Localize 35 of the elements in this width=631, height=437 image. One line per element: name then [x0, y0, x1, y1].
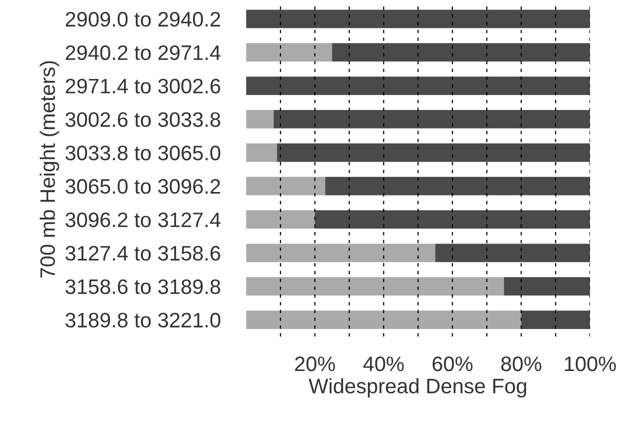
bar — [246, 143, 278, 162]
y-tick-label: 2909.0 to 2940.2 — [66, 12, 220, 27]
y-tick-label: 3127.4 to 3158.6 — [66, 246, 220, 261]
y-tick-label: 3033.8 to 3065.0 — [66, 146, 220, 160]
bar — [246, 244, 436, 262]
y-axis-title: 700 mb Height (meters) — [40, 61, 60, 278]
bar — [246, 176, 326, 196]
bar — [246, 210, 315, 229]
bar — [332, 43, 590, 62]
bar — [246, 110, 274, 128]
bar — [246, 10, 590, 28]
bar — [277, 143, 590, 162]
x-tick-label: 40% — [363, 356, 404, 372]
y-tick-label: 3158.6 to 3189.8 — [66, 279, 220, 294]
bar — [246, 76, 590, 95]
x-tick-label: 100% — [564, 356, 616, 372]
bar — [435, 244, 590, 262]
y-tick-label: 3002.6 to 3033.8 — [66, 112, 220, 127]
x-tick-label: 20% — [295, 356, 335, 372]
x-axis-title: Widespread Dense Fog — [308, 378, 526, 398]
y-tick-label: 3096.2 to 3127.4 — [66, 212, 220, 228]
bar — [325, 176, 590, 196]
bar — [274, 110, 590, 128]
x-tick-label: 60% — [432, 356, 473, 372]
bar — [246, 310, 522, 329]
bar — [246, 277, 504, 296]
y-tick-label: 3065.0 to 3096.2 — [66, 179, 220, 194]
bar — [504, 277, 590, 296]
bar — [314, 210, 590, 229]
y-tick-label: 2971.4 to 3002.6 — [66, 78, 220, 94]
bar — [521, 310, 590, 329]
y-tick-label: 2940.2 to 2971.4 — [66, 45, 220, 60]
y-tick-label: 3189.8 to 3221.0 — [66, 312, 220, 328]
x-tick-label: 80% — [501, 356, 542, 372]
bar — [246, 43, 332, 62]
